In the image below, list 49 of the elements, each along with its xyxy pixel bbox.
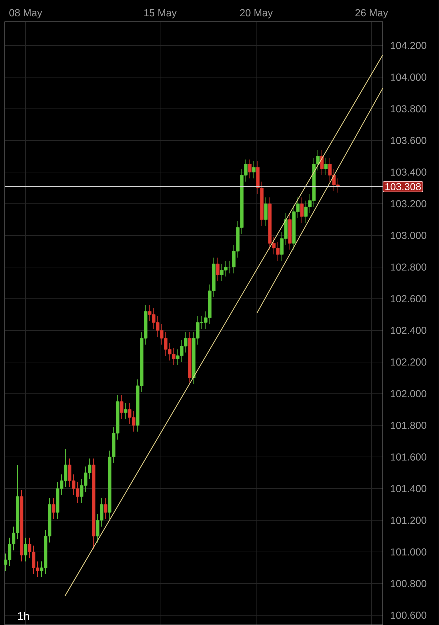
candlestick xyxy=(104,498,108,520)
candlestick xyxy=(120,395,124,420)
annotation: 1h xyxy=(18,612,30,620)
candlestick xyxy=(24,538,28,562)
candlestick xyxy=(300,197,304,224)
y-tick-label: 102.400 xyxy=(391,327,427,334)
y-tick-label: 101.000 xyxy=(391,548,427,556)
y-tick-label: 101.800 xyxy=(391,422,427,430)
y-tick-label: 101.400 xyxy=(391,485,427,492)
candlestick xyxy=(320,150,324,176)
candlestick xyxy=(220,264,224,282)
y-tick-label: 102.000 xyxy=(391,390,427,398)
y-tick-label: 102.200 xyxy=(391,358,427,366)
y-tick-label: 101.600 xyxy=(391,454,427,461)
x-tick-label: 26 May xyxy=(356,9,388,19)
candlestick xyxy=(224,260,228,278)
candlestick xyxy=(52,498,56,520)
candlestick xyxy=(216,257,220,282)
x-tick-label: 08 May xyxy=(10,9,42,19)
candlestick xyxy=(64,448,68,488)
y-tick-label: 102.600 xyxy=(391,295,427,303)
y-tick-label: 103.800 xyxy=(391,105,427,113)
y-tick-label: 100.600 xyxy=(391,612,427,620)
ref-line-label: 103.308 xyxy=(386,183,422,191)
x-tick-label: 20 May xyxy=(240,9,274,19)
y-tick-label: 104.000 xyxy=(391,74,427,81)
candlestick xyxy=(248,159,252,180)
candlestick xyxy=(68,458,72,488)
y-tick-label: 102.800 xyxy=(391,264,427,271)
candlestick xyxy=(76,482,80,504)
candlestick xyxy=(172,348,176,366)
candlestick xyxy=(324,158,328,176)
y-tick-label: 100.800 xyxy=(391,580,427,588)
candlestick xyxy=(264,197,268,226)
y-tick-label: 101.200 xyxy=(391,516,427,524)
candlestick xyxy=(32,546,36,575)
candlestick xyxy=(288,213,292,250)
y-tick-label: 103.600 xyxy=(391,137,427,144)
candlestick xyxy=(56,482,60,520)
candlestick xyxy=(252,160,256,180)
x-tick-label: 15 May xyxy=(144,10,177,19)
y-tick-label: 103.000 xyxy=(391,232,427,240)
candlestick xyxy=(304,200,308,224)
y-tick-label: 104.200 xyxy=(391,42,427,50)
y-tick-label: 103.400 xyxy=(391,168,427,176)
candlestick xyxy=(336,178,340,194)
candlestick xyxy=(124,403,128,420)
candlestick xyxy=(328,158,332,182)
y-tick-label: 103.200 xyxy=(391,200,427,208)
